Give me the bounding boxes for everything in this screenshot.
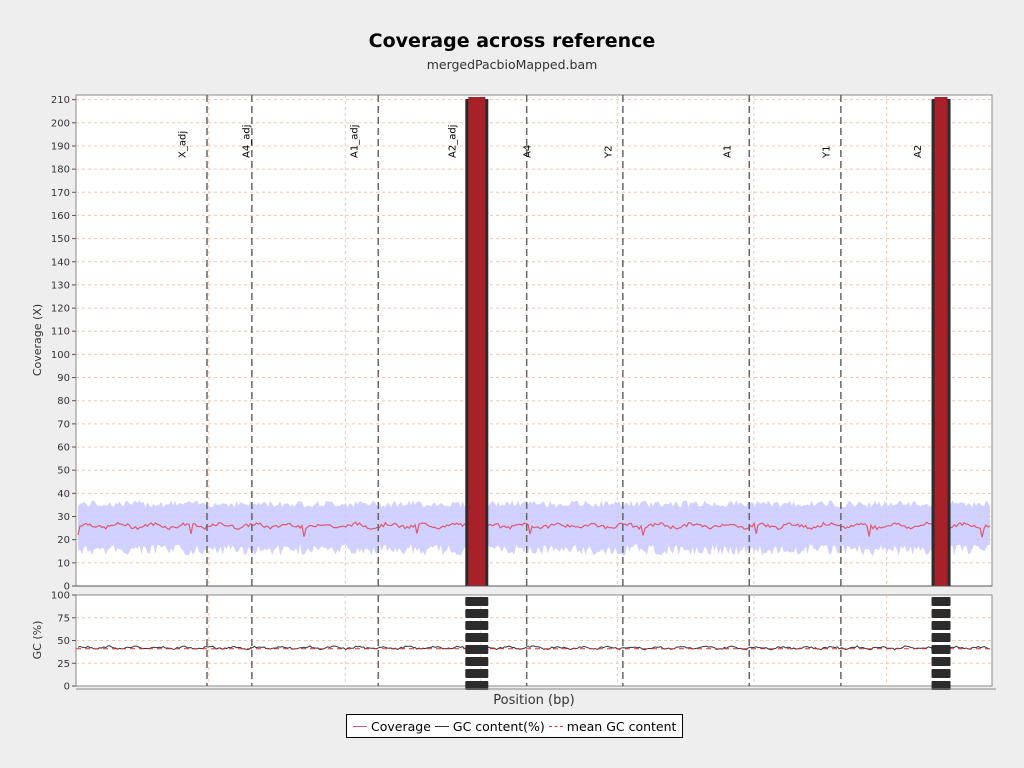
dense-contig-gc-marker <box>465 657 489 666</box>
legend-item-gc: GC content(%) <box>434 718 545 734</box>
dense-contig-gc-marker <box>465 621 489 630</box>
dense-contig-gc-marker <box>931 621 951 630</box>
coverage-line-swatch <box>353 725 367 727</box>
dense-contig-gc-marker <box>931 597 951 606</box>
legend: Coverage GC content(%) mean GC content <box>346 714 684 738</box>
coverage-tick-label: 70 <box>57 419 70 430</box>
legend-item-coverage: Coverage <box>353 719 431 734</box>
coverage-tick-label: 20 <box>57 535 70 546</box>
dense-contig-gc-marker <box>931 669 951 678</box>
coverage-series-line <box>77 521 991 538</box>
dense-contig-gc-marker <box>465 609 489 618</box>
coverage-tick-label: 10 <box>57 558 70 569</box>
dense-contig-gc-marker <box>931 681 951 690</box>
coverage-tick-label: 140 <box>51 257 70 268</box>
coverage-tick-label: 0 <box>64 582 70 593</box>
dense-contig-gc-marker <box>931 657 951 666</box>
coverage-tick-label: 160 <box>51 211 70 222</box>
dense-contig-gc-marker <box>465 681 489 690</box>
contig-label: A2 <box>913 145 924 158</box>
coverage-tick-label: 110 <box>51 327 70 338</box>
coverage-y-axis-label: Coverage (X) <box>31 304 44 376</box>
gc-tick-label: 100 <box>51 591 70 602</box>
dense-contig-gc-marker <box>931 645 951 654</box>
contig-label: A4_adj <box>241 125 252 158</box>
legend-label-coverage: Coverage <box>371 718 431 734</box>
contig-label: A1_adj <box>350 125 361 158</box>
legend-item-mean-gc: mean GC content <box>548 718 677 734</box>
chart-title: Coverage across reference <box>368 30 656 52</box>
gc-content-line <box>77 645 991 651</box>
gc-tick-label: 50 <box>57 636 70 647</box>
gc-tick-label: 0 <box>64 682 70 693</box>
coverage-tick-label: 130 <box>51 280 70 291</box>
dense-contig-gc-marker <box>465 633 489 642</box>
contig-label: A1 <box>722 145 733 158</box>
coverage-tick-label: 200 <box>51 118 70 129</box>
coverage-tick-label: 100 <box>51 350 70 361</box>
contig-label: Y2 <box>603 146 614 159</box>
coverage-tick-label: 50 <box>57 466 70 477</box>
dense-contig-gc-marker <box>931 633 951 642</box>
coverage-tick-label: 120 <box>51 304 70 315</box>
coverage-tick-label: 210 <box>51 95 70 106</box>
coverage-tick-label: 40 <box>57 489 70 500</box>
coverage-tick-label: 190 <box>51 141 70 152</box>
coverage-tick-label: 60 <box>57 443 70 454</box>
coverage-tick-label: 80 <box>57 396 70 407</box>
dense-contig-gc-marker <box>465 645 489 654</box>
coverage-tick-label: 30 <box>57 512 70 523</box>
coverage-tick-label: 150 <box>51 234 70 245</box>
gc-tick-label: 75 <box>57 613 70 624</box>
gc-y-axis-label: GC (%) <box>31 621 44 660</box>
coverage-tick-label: 90 <box>57 373 70 384</box>
legend-label-gc: GC content(%) <box>452 718 545 734</box>
coverage-tick-label: 170 <box>51 188 70 199</box>
contig-label: X_adj <box>177 131 188 158</box>
coverage-tick-label: 180 <box>51 165 70 176</box>
contig-label: Y1 <box>821 146 832 159</box>
x-axis-label: Position (bp) <box>493 693 574 708</box>
mean-gc-dash-swatch <box>548 725 563 727</box>
dense-contig-gc-marker <box>465 597 489 606</box>
dense-contig-red-column <box>934 97 948 586</box>
contig-label: A4 <box>523 145 534 158</box>
dense-contig-red-column <box>468 97 486 586</box>
gc-line-swatch <box>434 725 449 727</box>
gc-tick-label: 25 <box>57 659 70 670</box>
chart-subtitle: mergedPacbioMapped.bam <box>426 57 598 72</box>
legend-label-mean-gc: mean GC content <box>566 718 677 734</box>
dense-contig-gc-marker <box>931 609 951 618</box>
dense-contig-gc-marker <box>465 669 489 678</box>
contig-label: A2_adj <box>448 125 459 158</box>
